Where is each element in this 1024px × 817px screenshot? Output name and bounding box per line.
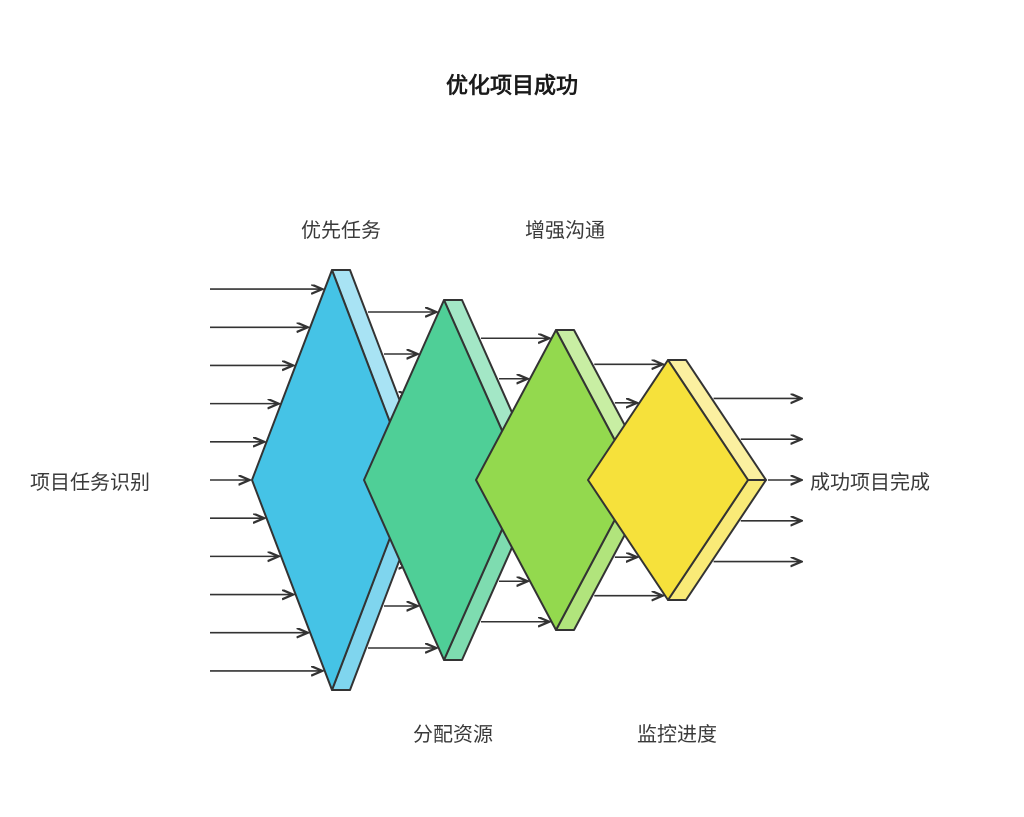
- diagram-canvas: 优化项目成功 项目任务识别 成功项目完成 优先任务 增强沟通 分配资源 监控进度: [0, 0, 1024, 817]
- funnel-svg: [0, 0, 1024, 817]
- diamond-4: [588, 360, 766, 600]
